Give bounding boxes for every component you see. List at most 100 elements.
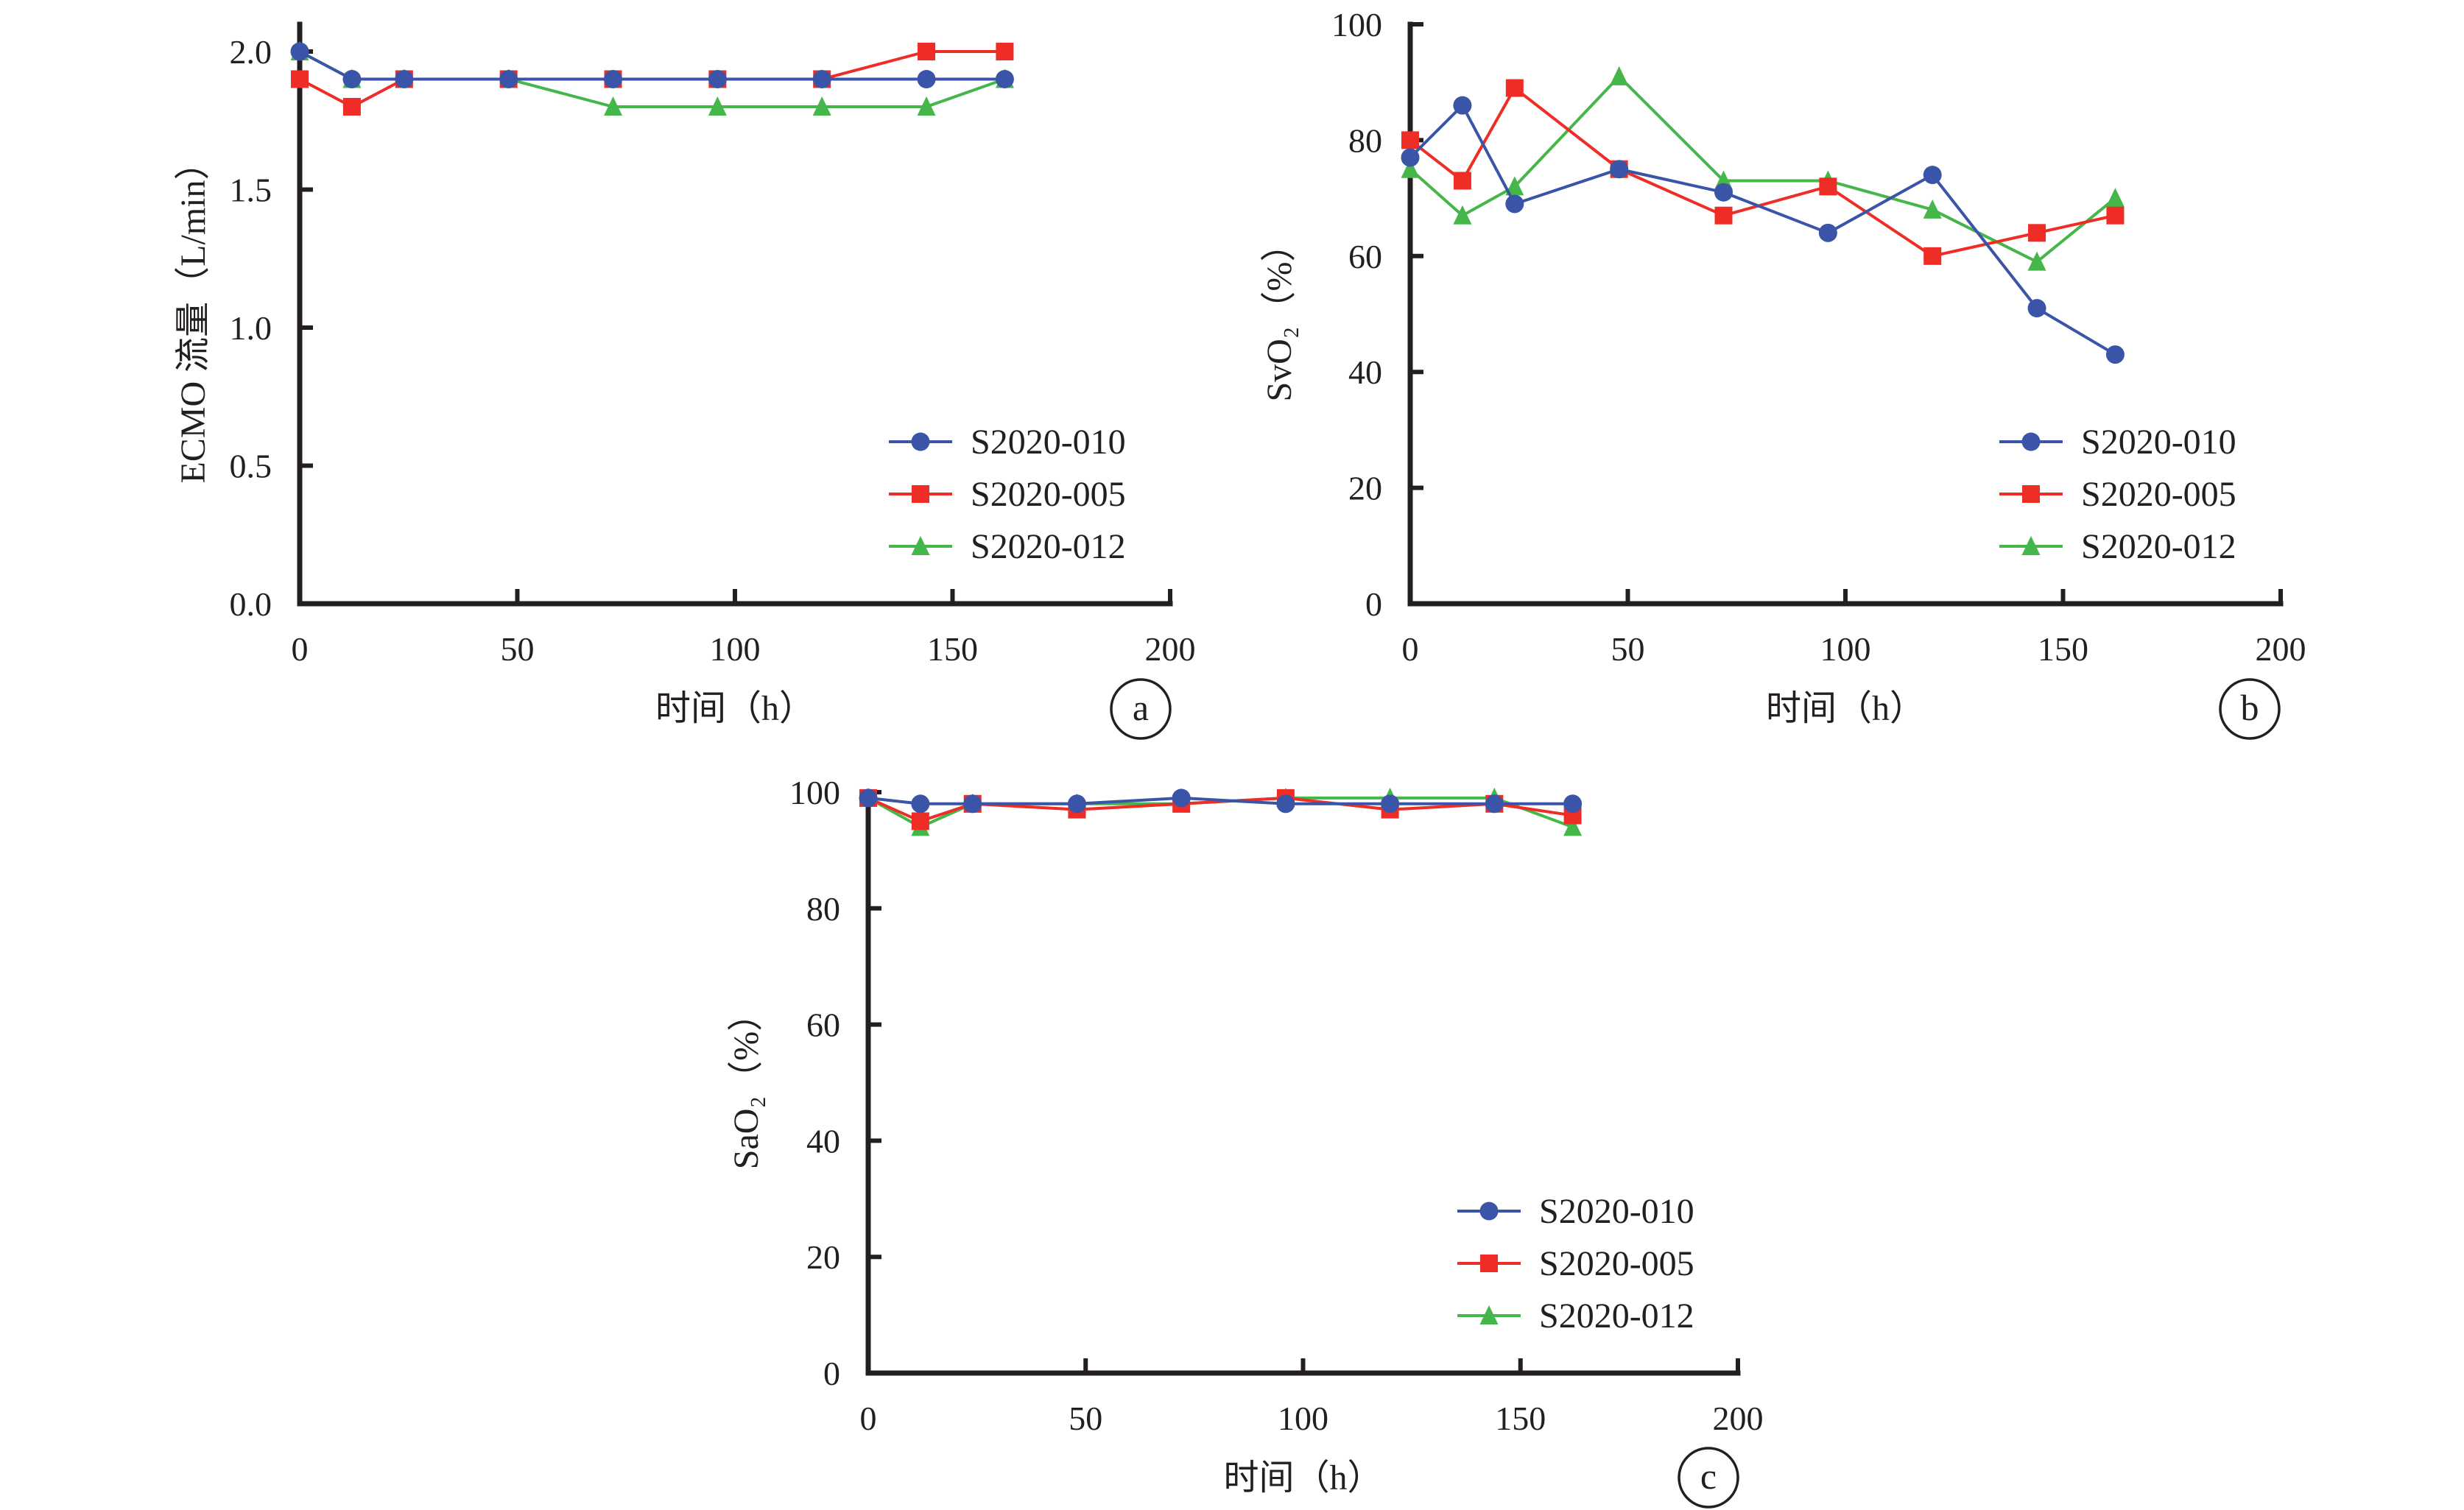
legend: S2020-010 S2020-005 S2020-012	[1999, 423, 2236, 566]
y-tick-label: 80	[1348, 121, 1382, 159]
data-point	[1923, 166, 1942, 185]
legend-marker-circle	[2021, 432, 2041, 451]
legend-label: S2020-010	[2081, 423, 2236, 462]
data-point	[917, 70, 936, 88]
series-S2020-010	[290, 42, 1014, 88]
data-point	[996, 43, 1014, 60]
x-tick-label: 100	[1278, 1400, 1328, 1437]
legend-label: S2020-012	[2081, 527, 2236, 566]
data-point	[2027, 299, 2046, 318]
legend-item: S2020-005	[1457, 1244, 1694, 1283]
legend-item: S2020-010	[889, 423, 1126, 462]
y-tick-label: 20	[806, 1238, 840, 1276]
data-point	[995, 70, 1014, 88]
legend-item: S2020-010	[1999, 423, 2236, 462]
legend-marker-square	[912, 485, 929, 503]
x-axis-title: 时间（h）	[1766, 689, 1925, 728]
data-point	[1818, 223, 1837, 242]
x-tick-label: 50	[501, 630, 535, 668]
x-tick-label: 0	[1402, 630, 1419, 668]
y-tick-label: 1.5	[230, 172, 272, 209]
data-point	[1485, 794, 1504, 814]
y-tick-label: 0	[823, 1355, 840, 1392]
data-point	[708, 70, 727, 88]
legend-item: S2020-012	[1457, 1296, 1694, 1336]
data-point	[342, 98, 361, 116]
legend-marker-square	[1480, 1255, 1498, 1272]
legend-label: S2020-012	[971, 527, 1126, 566]
panel-label: a	[1133, 687, 1149, 728]
y-tick-label: 0.5	[230, 448, 272, 485]
y-tick-label: 0	[1365, 585, 1382, 623]
series-line	[1409, 86, 2116, 258]
data-point	[1714, 183, 1733, 202]
y-tick-label: 60	[806, 1006, 840, 1044]
x-axis-title: 时间（h）	[655, 689, 814, 728]
panel-label-circle	[2219, 678, 2281, 740]
chart-panel-c: 0 50 100 150 200 0 20 40 60 80 100 时间（h） SaO₂（%） S202…	[727, 774, 1764, 1509]
y-tick-label: 40	[1348, 353, 1382, 391]
data-point	[2105, 188, 2125, 208]
x-axis-title: 时间（h）	[1223, 1458, 1382, 1497]
data-point	[1505, 176, 1524, 196]
legend-marker-triangle	[2021, 536, 2041, 555]
legend: S2020-010 S2020-005 S2020-012	[1457, 1192, 1694, 1336]
legend-label: S2020-005	[1539, 1244, 1694, 1283]
chart-panel-b: 0 50 100 150 200 0 20 40 60 80 100 时间（h） SvO₂（%） S202…	[1260, 6, 2306, 740]
data-point	[963, 794, 982, 814]
panel-label: c	[1700, 1456, 1717, 1497]
data-point	[1453, 172, 1471, 190]
x-tick-label: 200	[2256, 630, 2306, 668]
legend-label: S2020-010	[971, 423, 1126, 462]
x-tick-label: 100	[1820, 630, 1871, 668]
data-point	[604, 70, 623, 88]
x-tick-label: 150	[927, 630, 978, 668]
legend-item: S2020-012	[1999, 527, 2236, 566]
x-tick-label: 50	[1611, 630, 1645, 668]
y-axis-title: SaO₂（%）	[727, 996, 766, 1169]
data-point	[911, 794, 930, 814]
legend-label: S2020-005	[971, 475, 1126, 514]
x-tick-label: 150	[2038, 630, 2088, 668]
data-point	[1067, 794, 1086, 814]
chart-panel-a: 0 50 100 150 200 0.0 0.5 1.0 1.5 2.0 时间（h） ECMO 流量（…	[174, 21, 1196, 740]
legend-item: S2020-012	[889, 527, 1126, 566]
data-point	[812, 96, 831, 116]
data-point	[1610, 66, 1629, 85]
data-point	[1923, 247, 1942, 265]
x-tick-label: 0	[292, 630, 309, 668]
series-S2020-005	[1401, 79, 2125, 265]
data-point	[499, 70, 518, 88]
data-point	[290, 42, 309, 61]
series-S2020-010	[1401, 96, 2125, 364]
legend-item: S2020-005	[889, 475, 1126, 514]
legend-label: S2020-012	[1539, 1296, 1694, 1336]
panel-label: b	[2241, 687, 2259, 728]
y-tick-label: 100	[789, 774, 840, 811]
data-point	[291, 70, 309, 88]
y-tick-label: 100	[1331, 6, 1382, 43]
series-line	[1409, 104, 2116, 356]
axis-lines	[1407, 21, 2284, 607]
legend-marker-triangle	[1479, 1305, 1499, 1324]
x-tick-label: 100	[710, 630, 761, 668]
data-point	[812, 70, 831, 88]
data-point	[1276, 794, 1295, 814]
legend-marker-circle	[911, 432, 930, 451]
data-point	[918, 43, 936, 60]
data-point	[708, 96, 727, 116]
x-tick-label: 50	[1069, 1400, 1102, 1437]
y-tick-label: 1.0	[230, 309, 272, 347]
y-axis-title: SvO₂（%）	[1260, 226, 1299, 401]
data-point	[1505, 79, 1524, 97]
data-point	[1381, 794, 1400, 814]
legend-marker-square	[2022, 485, 2040, 503]
data-point	[1401, 148, 1420, 167]
data-point	[1563, 794, 1583, 814]
data-point	[917, 96, 936, 116]
legend-item: S2020-005	[1999, 475, 2236, 514]
legend-marker-circle	[1479, 1202, 1499, 1221]
data-point	[604, 96, 623, 116]
series-line	[1409, 74, 2116, 264]
